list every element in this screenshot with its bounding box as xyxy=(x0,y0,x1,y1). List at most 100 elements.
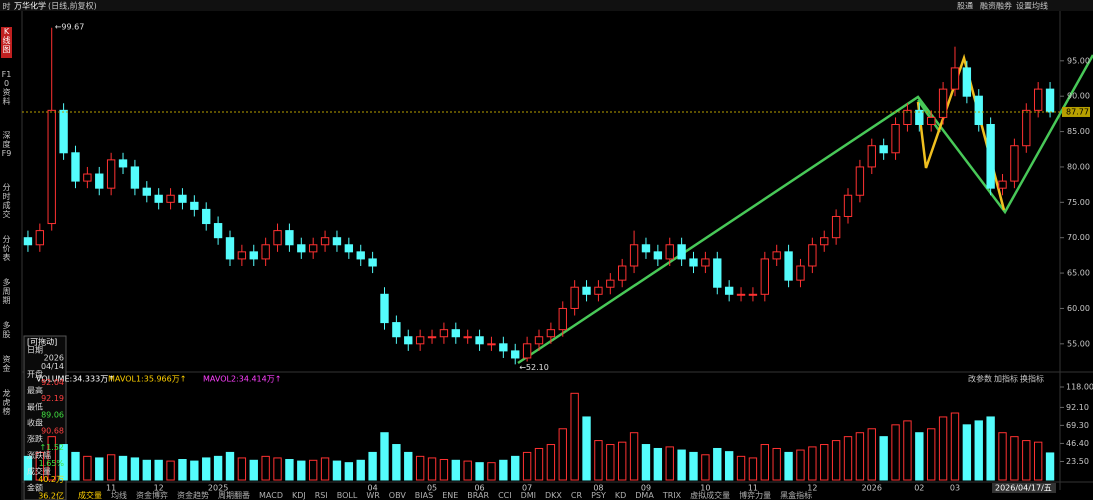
candle-body xyxy=(23,237,33,246)
volume-bar xyxy=(677,449,686,481)
volume-bar xyxy=(855,432,865,481)
cursor-date-box xyxy=(992,483,1056,493)
candle-body xyxy=(820,237,829,246)
volume-bar xyxy=(392,444,401,481)
volume-bar xyxy=(796,449,805,481)
candle-body xyxy=(653,251,663,260)
sidebar-item[interactable]: 多股 xyxy=(2,321,11,339)
menu-item[interactable]: 设置均线 xyxy=(1016,1,1048,11)
indicator-tab[interactable]: 成交量 xyxy=(78,491,102,500)
sidebar-item[interactable]: 多周期 xyxy=(2,278,11,305)
info-label: 涨跌 xyxy=(27,434,43,444)
volume-bar xyxy=(190,460,199,481)
indicator-tab[interactable]: 博弈力量 xyxy=(739,491,772,500)
candle-body xyxy=(772,251,781,260)
sidebar-item[interactable]: F10资料 xyxy=(1,70,12,106)
sidebar-item[interactable]: 资金 xyxy=(2,355,11,373)
sidebar-item[interactable]: 龙虎榜 xyxy=(2,389,11,416)
candle-body xyxy=(665,244,674,260)
info-value: 89.06 xyxy=(41,410,64,419)
indicator-tab[interactable]: 黑盒指标 xyxy=(780,491,813,500)
indicator-tab[interactable]: OBV xyxy=(388,491,406,500)
indicator-tab[interactable]: TRIX xyxy=(662,491,682,500)
volume-bar xyxy=(285,459,294,481)
volume-bar xyxy=(356,459,365,481)
indicator-tab[interactable]: BIAS xyxy=(414,491,434,500)
volume-bar xyxy=(308,459,318,481)
volume-bar xyxy=(404,451,413,481)
volume-bar xyxy=(974,420,983,481)
indicator-tab[interactable]: 均线 xyxy=(111,491,127,500)
volume-bar xyxy=(570,392,579,481)
candle-body xyxy=(843,194,853,217)
panel-button[interactable]: 加指标 xyxy=(994,374,1018,384)
indicator-tab[interactable]: CR xyxy=(570,491,583,500)
volume-bar xyxy=(534,447,544,481)
candle-body xyxy=(499,343,508,352)
sidebar-item[interactable]: 深度F9 xyxy=(1,131,12,158)
indicator-tab[interactable]: KDJ xyxy=(291,491,306,500)
candle-body xyxy=(451,329,460,338)
candle-body xyxy=(1022,109,1031,147)
candle-body xyxy=(986,123,995,189)
panel-button[interactable]: 改参数 xyxy=(968,374,992,384)
volume-bar xyxy=(879,436,888,481)
volume-legend: MAVOL2:34.414万↑ xyxy=(203,375,281,384)
volume-bar xyxy=(986,416,995,481)
candle-body xyxy=(974,95,983,125)
indicator-tab[interactable]: MACD xyxy=(259,491,283,500)
candle-body xyxy=(273,230,282,246)
indicator-tab[interactable]: CCI xyxy=(498,491,512,500)
menu-item[interactable]: 股通 xyxy=(957,1,973,11)
trend-line xyxy=(517,54,1093,365)
indicator-tab[interactable]: ENE xyxy=(442,491,459,500)
indicator-tab[interactable]: BRAR xyxy=(467,491,490,500)
sidebar-item[interactable]: K线图 xyxy=(1,27,12,58)
indicator-tab[interactable]: 资金趋势 xyxy=(177,491,209,500)
panel-button[interactable]: 换指标 xyxy=(1020,374,1044,384)
candle-body xyxy=(796,265,805,281)
sidebar-item[interactable]: 分时成交 xyxy=(2,183,11,219)
indicator-tab[interactable]: 资金博弈 xyxy=(136,491,168,500)
volume-bar xyxy=(843,436,853,481)
candle-body xyxy=(629,244,639,267)
y-tick-label: 23.50 xyxy=(1066,457,1089,466)
y-tick-label: 95.00 xyxy=(1067,56,1090,65)
x-tick-label: 08 xyxy=(593,484,603,493)
indicator-tab[interactable]: DKX xyxy=(545,491,562,500)
candle-body xyxy=(950,67,960,90)
x-tick-label: 11 xyxy=(106,484,116,493)
volume-bar xyxy=(332,460,342,481)
candle-body xyxy=(380,293,389,324)
volume-bar xyxy=(606,444,615,481)
indicator-tab[interactable]: DMA xyxy=(635,491,654,500)
low-annotation: ←52.10 xyxy=(519,363,549,372)
info-label: 日期 xyxy=(27,346,43,355)
candle-body xyxy=(1045,88,1055,113)
volume-bar xyxy=(629,432,639,481)
x-tick-label: 03 xyxy=(950,484,960,493)
menu-item[interactable]: 融资融券 xyxy=(980,1,1012,11)
indicator-tab[interactable]: RSI xyxy=(314,491,328,500)
volume-bar xyxy=(154,459,163,481)
chart-subtitle: (日线,前复权) xyxy=(48,1,97,11)
y-tick-label: 69.30 xyxy=(1066,421,1089,430)
sidebar-item[interactable]: 分价表 xyxy=(2,235,11,262)
volume-bar xyxy=(594,440,603,481)
x-tick-label: 12 xyxy=(807,484,817,493)
indicator-tab[interactable]: 虚拟成交量 xyxy=(690,491,731,500)
indicator-tab[interactable]: KD xyxy=(614,491,627,500)
candle-body xyxy=(594,286,603,295)
candle-body xyxy=(427,336,437,339)
indicator-tab[interactable]: PSY xyxy=(591,491,606,500)
volume-bar xyxy=(475,462,484,481)
volume-bar xyxy=(867,428,876,481)
indicator-tab[interactable]: BOLL xyxy=(336,491,358,500)
x-tick-label: 10 xyxy=(700,484,710,493)
volume-bar xyxy=(47,436,56,481)
indicator-tab[interactable]: WR xyxy=(366,491,380,500)
volume-bar xyxy=(178,459,187,481)
sidebar-item[interactable]: 时 xyxy=(2,2,11,11)
indicator-tab[interactable]: DMI xyxy=(520,491,537,500)
indicator-tab[interactable]: 周期翻番 xyxy=(218,491,250,500)
